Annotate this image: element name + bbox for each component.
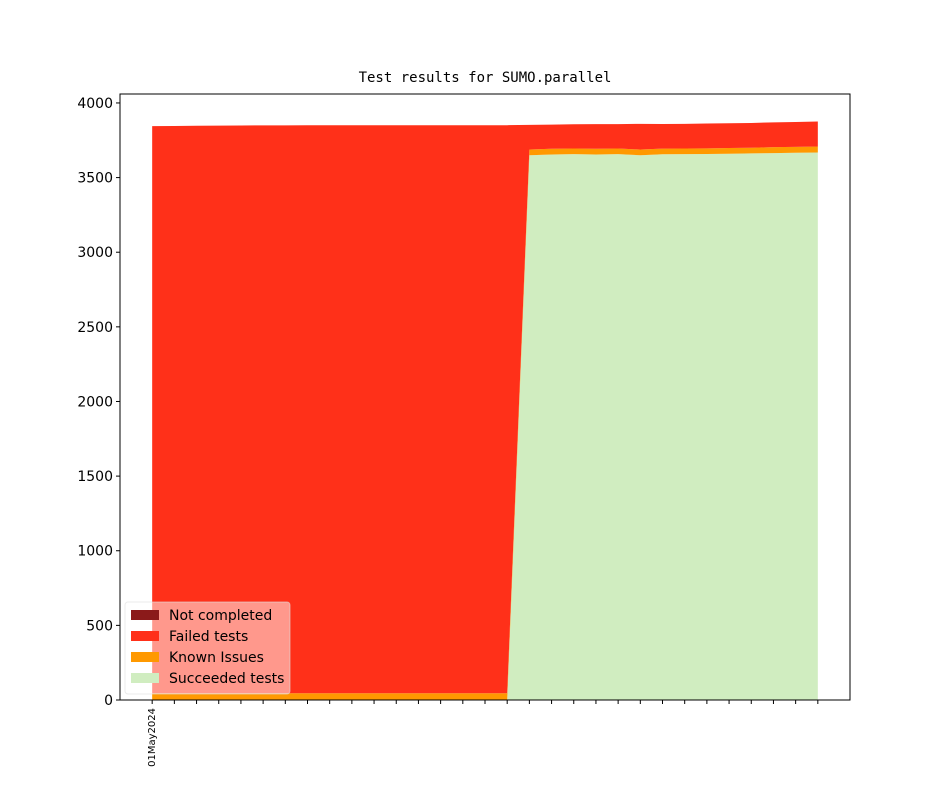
y-tick-label: 3000: [77, 245, 113, 261]
y-tick-label: 2500: [77, 320, 113, 336]
legend-label: Succeeded tests: [169, 671, 284, 687]
legend-swatch: [131, 652, 159, 662]
legend-swatch: [131, 673, 159, 683]
y-tick-label: 500: [86, 618, 113, 634]
y-tick-label: 4000: [77, 96, 113, 112]
legend-box: [124, 601, 291, 695]
legend-label: Failed tests: [169, 629, 248, 645]
legend-label: Not completed: [169, 608, 272, 624]
y-tick-label: 0: [104, 693, 113, 709]
legend-swatch: [131, 631, 159, 641]
x-tick-label: 01May2024: [147, 708, 158, 767]
legend-label: Known Issues: [169, 650, 264, 666]
y-tick-label: 2000: [77, 394, 113, 410]
legend: Not completed Failed tests Known Issues Suc…: [124, 601, 291, 695]
y-tick-label: 1000: [77, 544, 113, 560]
area: [152, 152, 818, 700]
y-tick-label: 1500: [77, 469, 113, 485]
y-tick-label: 3500: [77, 171, 113, 187]
area: [152, 121, 818, 694]
chart-title: Test results for SUMO.parallel: [359, 70, 612, 86]
legend-swatch: [131, 610, 159, 620]
